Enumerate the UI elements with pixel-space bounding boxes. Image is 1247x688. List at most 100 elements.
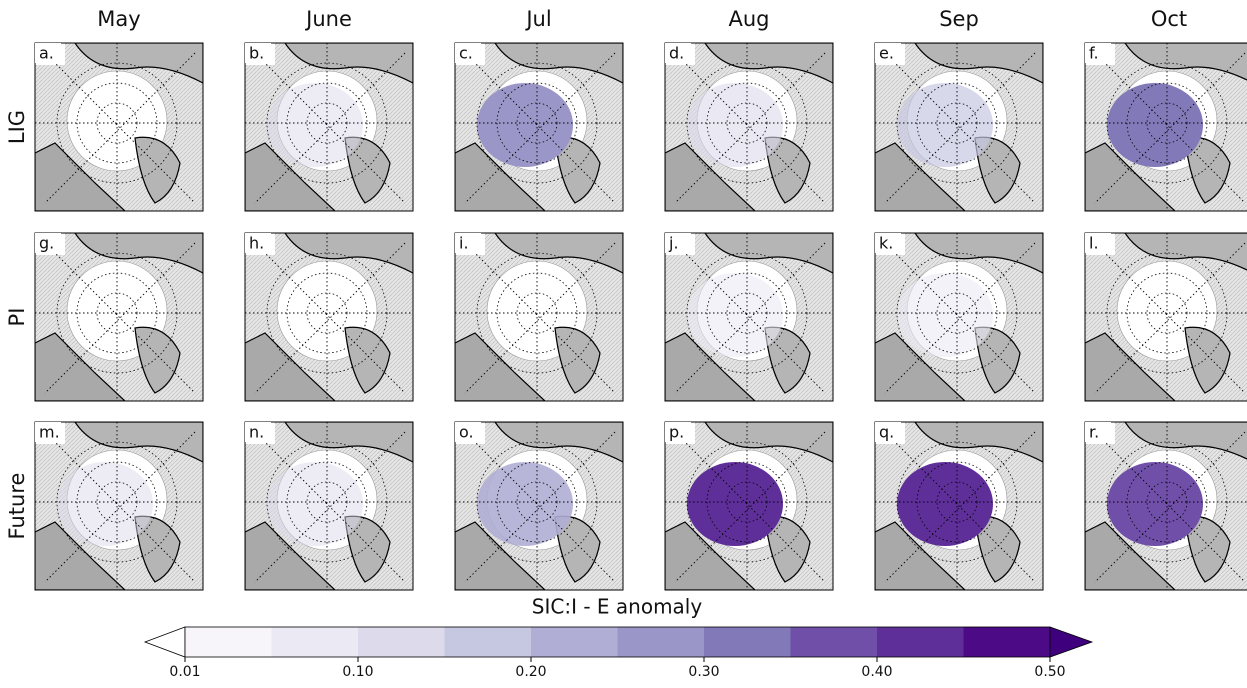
label-bg (665, 422, 691, 442)
column-title: May (97, 7, 140, 31)
parallel (76, 272, 158, 354)
parallel (96, 102, 138, 144)
row-label: Future (5, 473, 29, 540)
map-content (35, 43, 203, 211)
map-content (245, 422, 413, 590)
map-content (455, 233, 623, 401)
panel-frame (874, 42, 1044, 212)
panel-frame (454, 232, 624, 402)
land-eurasia (1124, 233, 1247, 271)
meridian (464, 431, 616, 583)
map-content (875, 233, 1043, 401)
panel-label: i. (459, 234, 469, 253)
panel-label: q. (879, 423, 894, 442)
map-panel: b. (244, 42, 414, 212)
land-na (875, 332, 966, 401)
meridian (884, 242, 1036, 394)
panel-frame (664, 42, 834, 212)
map-content (35, 422, 203, 590)
anomaly-shading (897, 83, 993, 167)
label-bg (665, 233, 691, 253)
parallel (916, 272, 998, 354)
colorbar-frame (184, 626, 1051, 658)
meridian (1094, 52, 1246, 204)
land-na (35, 521, 126, 590)
parallel (686, 62, 808, 184)
parallel (306, 102, 348, 144)
land-eurasia (74, 233, 203, 274)
panel-frame (664, 421, 834, 591)
meridian (1094, 431, 1246, 583)
land-eurasia (704, 233, 833, 274)
meridian (674, 52, 826, 204)
colorbar-tick-label: 0.10 (342, 664, 373, 680)
map-panel: i. (454, 232, 624, 402)
land-na (1085, 142, 1176, 211)
colorbar-bin (271, 627, 359, 657)
land-eurasia (284, 233, 413, 274)
anomaly-shading (897, 462, 993, 546)
anomaly-shading (57, 462, 153, 546)
colorbar-bin (617, 627, 705, 657)
parallel (286, 272, 368, 354)
parallel (286, 82, 368, 164)
meridian (464, 431, 616, 583)
meridian (884, 52, 1036, 204)
map-content (35, 233, 203, 401)
map-panel: k. (874, 232, 1044, 402)
land-na (455, 332, 546, 401)
map-panel: q. (874, 421, 1044, 591)
panel-label: l. (1089, 234, 1099, 253)
parallel (56, 62, 178, 184)
label-bg (1085, 43, 1111, 63)
map-content (665, 422, 833, 590)
parallel (516, 102, 558, 144)
land-eurasia (284, 422, 413, 463)
colorbar-over (1049, 626, 1094, 658)
parallel (306, 292, 348, 334)
land-eurasia (914, 233, 1043, 274)
panel-frame (34, 42, 204, 212)
parallel (56, 441, 178, 563)
meridian (254, 52, 406, 204)
map-content (1085, 422, 1247, 590)
parallel (496, 272, 578, 354)
colorbar-under (143, 626, 186, 658)
anomaly-shading (477, 83, 573, 167)
meridian (674, 52, 826, 204)
meridian (464, 242, 616, 394)
meridian (884, 431, 1036, 583)
parallel (936, 481, 978, 523)
map-panel: n. (244, 421, 414, 591)
map-content (455, 422, 623, 590)
map-panel: f. (1084, 42, 1247, 212)
row-label: PI (5, 308, 29, 327)
meridian (1094, 52, 1246, 204)
colorbar-tick-label: 0.40 (861, 664, 892, 680)
meridian (884, 242, 1036, 394)
label-bg (455, 43, 481, 63)
map-panel: j. (664, 232, 834, 402)
meridian (254, 242, 406, 394)
label-bg (875, 233, 901, 253)
label-bg (455, 422, 481, 442)
parallel (266, 62, 388, 184)
label-bg (245, 233, 271, 253)
panel-frame (244, 42, 414, 212)
map-content (665, 233, 833, 401)
panel-label: p. (669, 423, 684, 442)
parallel (56, 252, 178, 374)
map-panel: o. (454, 421, 624, 591)
land-na (245, 142, 336, 211)
parallel (726, 481, 768, 523)
parallel (726, 292, 768, 334)
meridian (254, 431, 406, 583)
land-na (665, 521, 756, 590)
map-panel: l. (1084, 232, 1247, 402)
parallel (1106, 62, 1228, 184)
land-na (1085, 521, 1176, 590)
parallel (476, 252, 598, 374)
colorbar-bin (963, 627, 1051, 657)
panel-label: b. (249, 44, 264, 63)
meridian (44, 52, 196, 204)
